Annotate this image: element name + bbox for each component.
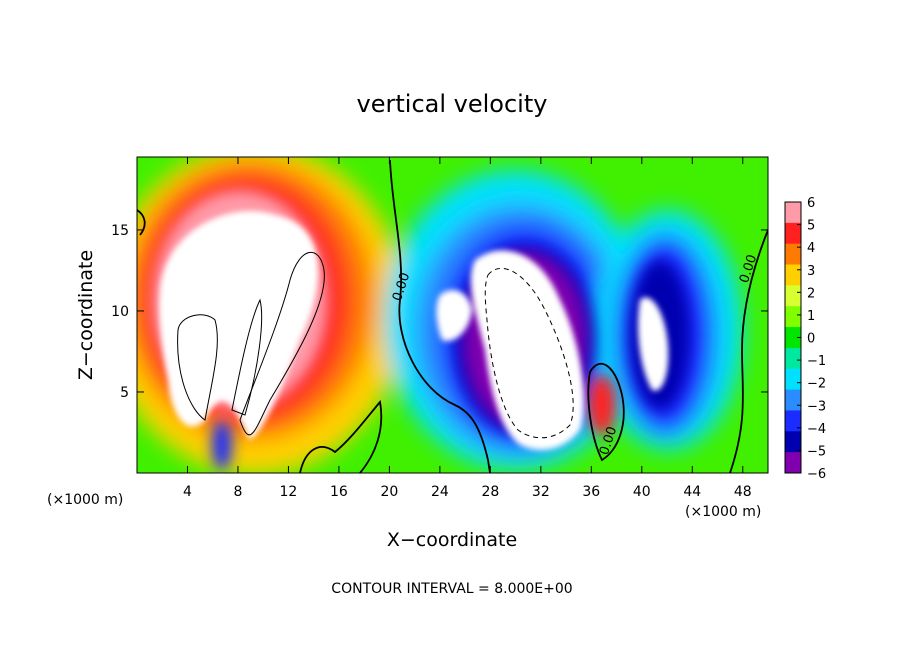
x-axis-title: X−coordinate xyxy=(387,529,517,551)
zero-contour-east xyxy=(729,229,768,473)
colorbar-tick-label: 0 xyxy=(807,332,815,347)
zero-contour-surface xyxy=(299,399,383,473)
x-tick-label: 40 xyxy=(633,484,651,500)
colorbar-tick-label: 5 xyxy=(807,219,815,234)
surface-cell-blue xyxy=(212,420,232,470)
x-tick-label: 44 xyxy=(683,484,701,500)
colorbar-swatch xyxy=(785,431,801,453)
colorbar: 6 5 4 3 2 1 0 −1 −2 −3 −4 −5 −6 xyxy=(784,196,826,482)
x-tick-label: 48 xyxy=(734,484,752,500)
colorbar-tick-label: −4 xyxy=(807,422,826,437)
x-tick-label: 8 xyxy=(233,484,242,500)
y-tick-label: 5 xyxy=(120,385,129,401)
colorbar-tick-label: −3 xyxy=(807,399,826,414)
colorbar-swatch xyxy=(785,389,801,411)
colorbar-tick-label: −2 xyxy=(807,377,826,392)
zero-contour-main xyxy=(389,159,491,473)
y-axis-ticks: 5 10 15 xyxy=(111,223,768,401)
chart-title: vertical velocity xyxy=(357,90,548,118)
x-axis-ticks: 4 8 12 16 20 24 28 32 36 40 44 48 xyxy=(183,157,752,500)
y-tick-label: 10 xyxy=(111,304,129,320)
contour-lines xyxy=(137,159,768,473)
x-tick-label: 16 xyxy=(330,484,348,500)
colorbar-tick-label: 2 xyxy=(807,286,815,301)
x-tick-label: 12 xyxy=(280,484,298,500)
positive-contour-3 xyxy=(231,298,263,416)
x-tick-label: 32 xyxy=(532,484,550,500)
colorbar-swatch xyxy=(785,264,801,286)
positive-contour-2 xyxy=(239,252,325,436)
colorbar-tick-label: −5 xyxy=(807,444,826,459)
x-tick-label: 28 xyxy=(481,484,499,500)
plot-frame xyxy=(136,156,769,474)
colorbar-swatch xyxy=(785,222,801,245)
colorbar-swatch xyxy=(785,452,801,474)
colorbar-swatch xyxy=(785,410,801,432)
downdraft-core-white xyxy=(470,250,584,450)
velocity-field xyxy=(137,157,768,473)
core-field-layer xyxy=(159,211,669,450)
x-tick-label: 4 xyxy=(183,484,192,500)
zero-contour-small-cell xyxy=(587,362,625,462)
positive-contour-1 xyxy=(177,314,218,421)
x-tick-label: 24 xyxy=(431,484,449,500)
colorbar-swatch xyxy=(785,243,801,266)
negative-contour-dashed xyxy=(484,267,574,439)
contour-interval-note: CONTOUR INTERVAL = 8.000E+00 xyxy=(331,581,572,597)
x-tick-label: 20 xyxy=(380,484,398,500)
colorbar-swatch xyxy=(785,306,801,328)
colorbar-swatch xyxy=(785,285,801,307)
x-tick-label: 36 xyxy=(582,484,600,500)
colorbar-tick-label: 4 xyxy=(807,241,815,256)
colorbar-tick-label: 6 xyxy=(807,196,815,211)
colorbar-tick-label: −1 xyxy=(807,354,826,369)
x-unit-label: (×1000 m) xyxy=(685,504,761,520)
colorbar-tick-label: −6 xyxy=(807,467,826,482)
colorbar-swatch xyxy=(785,327,801,349)
colorbar-tick-label: 3 xyxy=(807,264,815,279)
colorbar-swatch xyxy=(785,368,801,391)
updraft-core xyxy=(159,211,318,440)
colorbar-swatch xyxy=(785,347,801,370)
east-core-white xyxy=(638,297,669,391)
colorbar-tick-label: 1 xyxy=(807,309,815,324)
small-updraft-red xyxy=(588,375,616,435)
zero-contour-west xyxy=(137,209,146,236)
colorbar-swatch xyxy=(785,202,801,224)
downdraft-finger xyxy=(436,290,472,341)
y-axis-title: Z−coordinate xyxy=(75,250,97,380)
z-unit-label: (×1000 m) xyxy=(47,492,123,508)
y-tick-label: 15 xyxy=(111,223,129,239)
